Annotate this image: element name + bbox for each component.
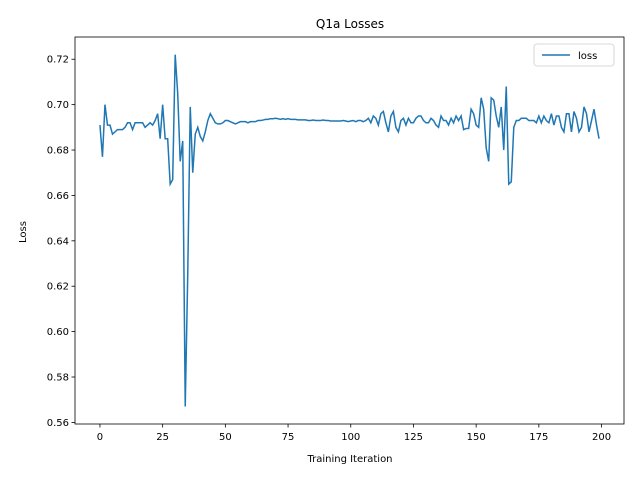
y-tick-label: 0.62	[47, 282, 69, 293]
x-tick-label: 0	[97, 432, 103, 443]
legend-label: loss	[578, 51, 597, 62]
y-tick-label: 0.60	[47, 327, 69, 338]
y-tick-label: 0.64	[47, 236, 69, 247]
x-tick-label: 25	[156, 432, 169, 443]
y-tick-label: 0.70	[47, 100, 69, 111]
y-tick-label: 0.56	[47, 418, 69, 429]
y-tick-label: 0.58	[47, 373, 69, 384]
x-tick-label: 175	[529, 432, 548, 443]
x-tick-label: 75	[282, 432, 295, 443]
y-tick-label: 0.68	[47, 146, 69, 157]
y-tick-label: 0.72	[47, 55, 69, 66]
x-tick-label: 100	[341, 432, 360, 443]
y-tick-label: 0.66	[47, 191, 69, 202]
x-axis-label: Training Iteration	[306, 454, 392, 465]
x-tick-label: 150	[467, 432, 486, 443]
legend-box	[533, 43, 615, 67]
x-tick-label: 125	[404, 432, 423, 443]
y-axis-label: Loss	[18, 221, 29, 243]
x-tick-label: 50	[219, 432, 232, 443]
x-tick-label: 200	[592, 432, 611, 443]
plot-frame	[74, 36, 625, 425]
line-series	[99, 54, 600, 407]
chart-title: Q1a Losses	[316, 17, 384, 31]
